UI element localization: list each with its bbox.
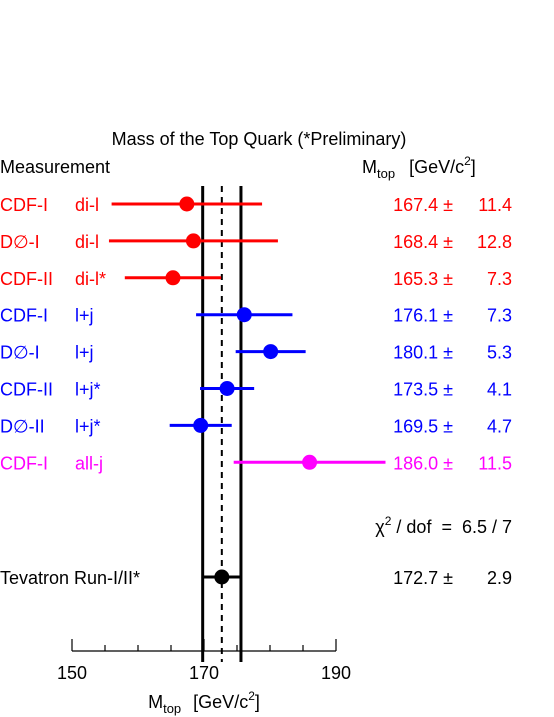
x-axis-units-sup: 2 [248, 689, 255, 703]
channel-label: l+j* [75, 380, 101, 400]
value-label: 172.7 ± [393, 568, 453, 588]
data-point [263, 344, 279, 360]
value-label: 169.5 ± [393, 416, 453, 436]
x-axis-units-close: ] [255, 692, 260, 712]
data-point [236, 307, 252, 323]
chi2-sup: 2 [385, 514, 392, 528]
error-label: 5.3 [487, 343, 512, 363]
chart-title: Mass of the Top Quark (*Preliminary) [112, 129, 407, 149]
experiment-label: D∅-I [0, 232, 40, 252]
header-mtop-sub: top [377, 166, 395, 181]
error-label: 4.7 [487, 416, 512, 436]
experiment-label: CDF-I [0, 306, 48, 326]
measurement-row: D∅-I di-l 168.4 ± 12.8 [0, 232, 512, 252]
experiment-label: D∅-I [0, 343, 40, 363]
error-label: 12.8 [477, 232, 512, 252]
x-tick-label: 170 [189, 663, 219, 683]
error-label: 7.3 [487, 306, 512, 326]
channel-label: di-l [75, 232, 99, 252]
data-point [193, 417, 209, 433]
channel-label: di-l [75, 195, 99, 215]
value-label: 167.4 ± [393, 195, 453, 215]
data-point [219, 381, 235, 396]
header-mtop-label: Mtop [GeV/c2] [362, 154, 476, 181]
error-label: 4.1 [487, 380, 512, 400]
experiment-label: CDF-I [0, 453, 48, 473]
header-units: [GeV/c [409, 157, 464, 177]
experiment-label: CDF-II [0, 380, 53, 400]
measurement-row: D∅-II l+j* 169.5 ± 4.7 [0, 416, 512, 436]
value-label: 168.4 ± [393, 232, 453, 252]
x-axis-label: Mtop [GeV/c2] [148, 689, 260, 716]
experiment-label: CDF-II [0, 269, 53, 289]
value-label: 186.0 ± [393, 453, 453, 473]
data-point [179, 196, 195, 212]
chi2-symbol: χ [375, 517, 385, 537]
error-label: 7.3 [487, 269, 512, 289]
experiment-label: CDF-I [0, 195, 48, 215]
value-label: 165.3 ± [393, 269, 453, 289]
measurement-rows: CDF-I di-l 167.4 ± 11.4 D∅-I di-l 168.4 ± 12.8 C… [0, 195, 512, 588]
data-point [302, 454, 318, 470]
error-label: 11.5 [478, 453, 512, 473]
value-label: 173.5 ± [393, 380, 453, 400]
chi2-label: χ2 / dof = 6.5 / 7 [375, 514, 512, 537]
channel-label: di-l* [75, 269, 106, 289]
channel-label: l+j [75, 343, 94, 363]
combined-row: Tevatron Run-I/II* 172.7 ± 2.9 [0, 568, 512, 588]
measurement-row: CDF-I l+j 176.1 ± 7.3 [0, 306, 512, 326]
header-units-close: ] [471, 157, 476, 177]
combined-label: Tevatron Run-I/II* [0, 568, 140, 588]
x-axis-units: [GeV/c [193, 692, 248, 712]
error-label: 11.4 [478, 195, 512, 215]
value-label: 180.1 ± [393, 343, 453, 363]
chi2-text: / dof = 6.5 / 7 [391, 517, 512, 537]
value-label: 176.1 ± [393, 306, 453, 326]
channel-label: l+j [75, 306, 94, 326]
data-point [185, 233, 201, 249]
x-tick-label: 190 [321, 663, 351, 683]
header-mtop-symbol: M [362, 157, 377, 177]
measurement-row: CDF-II di-l* 165.3 ± 7.3 [0, 269, 512, 289]
header-units-sup: 2 [464, 154, 471, 168]
x-axis-sub: top [163, 701, 181, 716]
measurement-row: CDF-I all-j 186.0 ± 11.5 [0, 453, 512, 473]
data-point [165, 270, 181, 286]
x-axis-symbol: M [148, 692, 163, 712]
channel-label: l+j* [75, 416, 101, 436]
channel-label: all-j [75, 453, 103, 473]
data-point [214, 569, 230, 585]
measurement-row: D∅-I l+j 180.1 ± 5.3 [0, 343, 512, 363]
x-tick-label: 150 [57, 663, 87, 683]
experiment-label: D∅-II [0, 416, 45, 436]
measurement-row: CDF-I di-l 167.4 ± 11.4 [0, 195, 512, 215]
header-measurement-label: Measurement [0, 157, 110, 177]
measurement-row: CDF-II l+j* 173.5 ± 4.1 [0, 380, 512, 400]
error-label: 2.9 [487, 568, 512, 588]
x-axis: 150 170 190 [57, 639, 351, 683]
